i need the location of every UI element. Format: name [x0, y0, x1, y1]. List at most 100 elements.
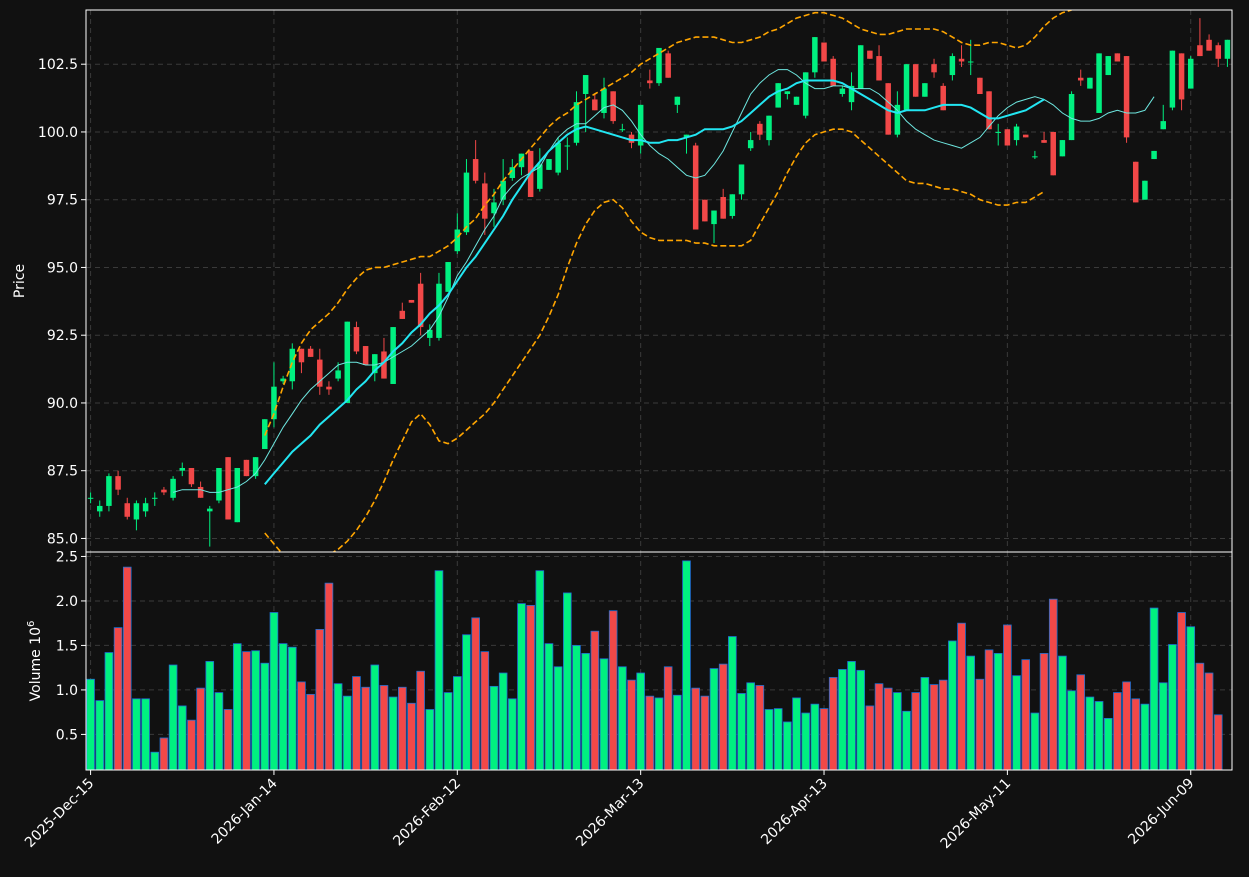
candle-body [711, 210, 717, 225]
volume-bar [874, 683, 884, 770]
volume-bar [434, 570, 444, 770]
candle-body [1050, 131, 1056, 176]
candle-body [1032, 156, 1038, 158]
volume-bar [636, 672, 645, 770]
candle-body [573, 102, 580, 143]
volume-y-tick-label: 1.0 [56, 683, 78, 699]
candle-body [812, 37, 818, 73]
candle-body [271, 386, 277, 420]
candle-body [802, 72, 809, 116]
volume-bar [599, 658, 609, 770]
x-tick-label: 2026-Apr-13 [758, 776, 831, 849]
volume-bar [132, 698, 141, 770]
candle-body [298, 348, 305, 363]
candle-body [1132, 161, 1139, 203]
volume-bar [773, 708, 783, 770]
candle-body [106, 476, 112, 506]
volume-bar [177, 705, 187, 770]
candle-body [656, 47, 662, 84]
candle-body [179, 467, 186, 471]
candle-body [252, 457, 259, 477]
volume-bar [535, 570, 545, 770]
candle-body [1151, 150, 1157, 160]
candle-body [161, 489, 167, 493]
candle-body [757, 123, 763, 135]
candle-body [317, 359, 323, 387]
volume-bar [159, 737, 169, 770]
candle-body [280, 378, 286, 382]
volume-bar [755, 685, 765, 770]
candle-body [702, 199, 708, 222]
volume-bar [682, 560, 691, 770]
volume-bar [1021, 659, 1031, 770]
volume-bar [416, 670, 425, 770]
candle-body [491, 202, 497, 214]
candle-body [509, 167, 516, 179]
volume-axis-label-exponent: 6 [26, 621, 37, 627]
volume-bar [526, 604, 535, 770]
price-axis-label: Price [12, 264, 28, 298]
candle-body [692, 145, 699, 230]
volume-bar [663, 666, 673, 770]
candle-body [307, 348, 314, 357]
volume-bar [1195, 662, 1205, 770]
volume-bar [801, 712, 810, 770]
volume-bar [1048, 598, 1058, 770]
volume-bar [260, 662, 270, 770]
volume-bar [975, 678, 985, 770]
volume-bar [489, 685, 499, 770]
volume-bar [627, 679, 636, 770]
volume-bar [462, 634, 471, 770]
volume-bar [1012, 675, 1021, 770]
volume-bar [370, 664, 380, 770]
volume-bar [581, 653, 590, 770]
price-y-tick-label: 85.0 [47, 531, 78, 547]
volume-bar [709, 668, 719, 770]
volume-bar [1177, 612, 1186, 770]
volume-bar [425, 709, 435, 770]
candle-body [390, 327, 396, 384]
candle-body [133, 503, 140, 520]
candle-body [1160, 121, 1166, 130]
candle-body [1224, 39, 1231, 59]
candle-body [436, 283, 442, 338]
volume-panel-frame [85, 551, 1233, 771]
candle-body [207, 508, 213, 512]
volume-bar [645, 695, 655, 770]
volume-bar [618, 666, 627, 770]
volume-bar [407, 702, 416, 770]
long-moving-average-line [264, 79, 1045, 485]
candle-body [1114, 53, 1121, 62]
volume-bar [746, 682, 755, 770]
volume-bar [957, 622, 966, 770]
candle-body [445, 262, 451, 292]
volume-bar [1003, 624, 1012, 770]
volume-bar [764, 709, 774, 770]
candle-body [564, 145, 571, 147]
volume-bar [113, 627, 123, 770]
volume-bar [1103, 717, 1113, 770]
volume-bar [553, 666, 563, 770]
volume-bar [388, 696, 398, 770]
volume-bar [737, 693, 746, 770]
volume-bar [718, 663, 728, 770]
candles-group [87, 18, 1231, 547]
volume-bar [324, 582, 334, 770]
volume-bar [86, 678, 95, 770]
volume-bar [1213, 714, 1223, 770]
candle-body [1004, 129, 1011, 146]
price-y-tick-label: 92.5 [47, 328, 78, 344]
volume-bar [847, 661, 856, 770]
x-tick-label: 2026-Mar-13 [573, 776, 647, 850]
candle-body [628, 134, 635, 143]
candle-body [848, 85, 855, 103]
volume-bar [544, 643, 554, 770]
volume-bar [223, 709, 233, 770]
volume-bar [150, 751, 160, 770]
candle-body [353, 327, 360, 352]
volume-bar [205, 661, 215, 770]
candle-body [216, 467, 222, 501]
candle-body [87, 497, 94, 499]
candle-body [1041, 140, 1047, 143]
